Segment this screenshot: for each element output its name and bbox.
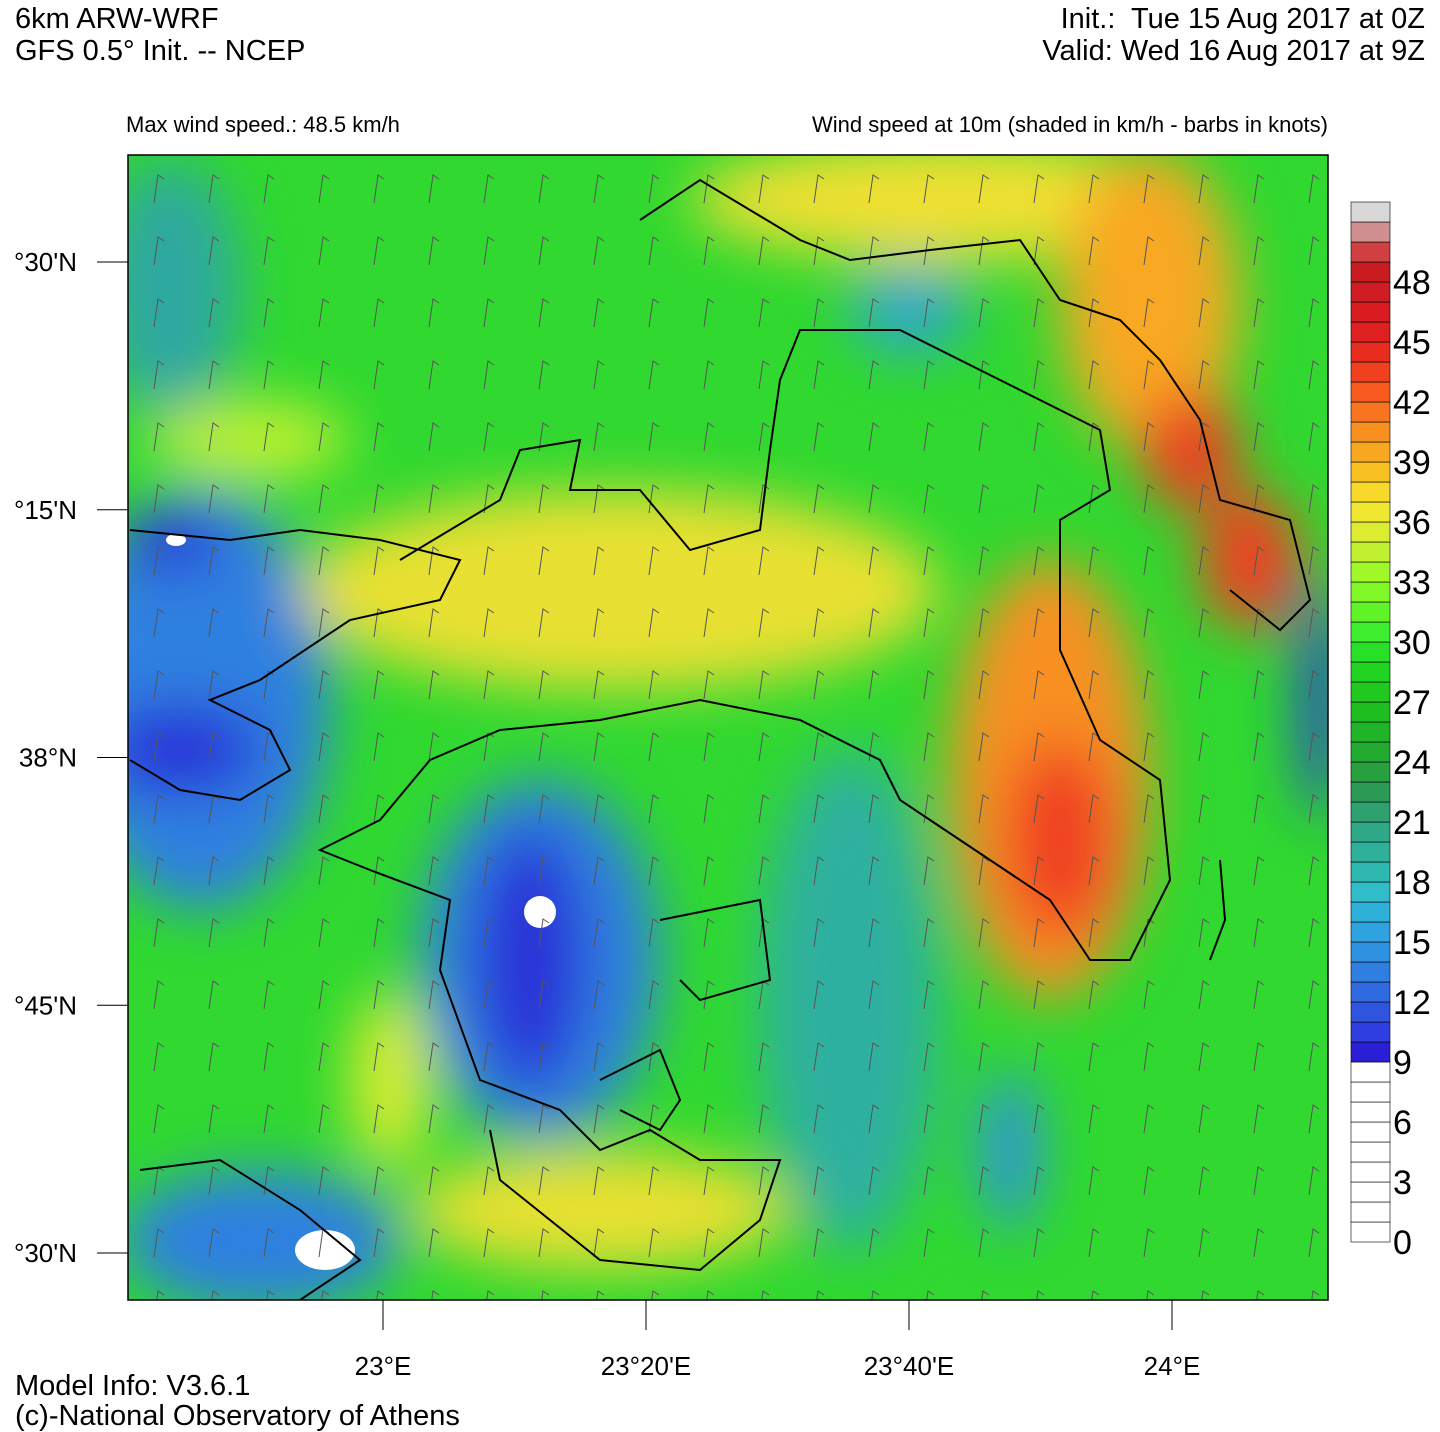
colorbar-box: [1350, 601, 1391, 623]
model-title: 6km ARW-WRF: [15, 3, 219, 35]
colorbar-box: [1350, 981, 1391, 1003]
colorbar-box: [1350, 861, 1391, 883]
colorbar-label: 42: [1393, 384, 1431, 422]
colorbar-box: [1350, 741, 1391, 763]
colorbar-box: [1350, 721, 1391, 743]
lon-label: 24°E: [1144, 1351, 1201, 1381]
colorbar-label: 30: [1393, 624, 1431, 662]
colorbar-box: [1350, 641, 1391, 663]
colorbar-box: [1350, 941, 1391, 963]
colorbar-box: [1350, 821, 1391, 843]
colorbar-box: [1350, 701, 1391, 723]
colorbar-box: [1350, 401, 1391, 423]
colorbar-box: [1350, 901, 1391, 923]
colorbar-box: [1350, 881, 1391, 903]
colorbar-box: [1350, 1121, 1391, 1143]
colorbar-box: [1350, 1161, 1391, 1183]
colorbar-label: 21: [1393, 804, 1431, 842]
colorbar-box: [1350, 1181, 1391, 1203]
colorbar-box: [1350, 661, 1391, 683]
colorbar-box: [1350, 581, 1391, 603]
model-info: Model Info: V3.6.1: [15, 1370, 250, 1402]
credit: (c)-National Observatory of Athens: [15, 1400, 460, 1432]
colorbar-box: [1350, 341, 1391, 363]
colorbar-box: [1350, 1081, 1391, 1103]
colorbar-box: [1350, 1141, 1391, 1163]
colorbar-box: [1350, 561, 1391, 583]
lon-label: 23°E: [355, 1351, 412, 1381]
colorbar-box: [1350, 761, 1391, 783]
colorbar-box: [1350, 441, 1391, 463]
colorbar-box: [1350, 1061, 1391, 1083]
colorbar-box: [1350, 1201, 1391, 1223]
colorbar-box: [1350, 541, 1391, 563]
colorbar-box: [1350, 961, 1391, 983]
description: Wind speed at 10m (shaded in km/h - barb…: [812, 112, 1328, 137]
colorbar-box: [1350, 221, 1391, 243]
init-time: Init.: Tue 15 Aug 2017 at 0Z: [1061, 3, 1425, 35]
wind-field: [128, 155, 1328, 1300]
colorbar-label: 24: [1393, 744, 1431, 782]
axes: °30'N °15'N 38°N °45'N °30'N 23°E 23°20'E 23°40…: [14, 247, 1200, 1381]
lon-label: 23°20'E: [601, 1351, 692, 1381]
colorbar-box: [1350, 781, 1391, 803]
colorbar-box: [1350, 501, 1391, 523]
colorbar-box: [1350, 1021, 1391, 1043]
lat-label: °30'N: [14, 1238, 77, 1268]
colorbar-box: [1350, 301, 1391, 323]
colorbar-label: 39: [1393, 444, 1431, 482]
colorbar-box: [1350, 421, 1391, 443]
colorbar-box: [1350, 461, 1391, 483]
valid-time: Valid: Wed 16 Aug 2017 at 9Z: [1042, 35, 1425, 67]
colorbar-label: 45: [1393, 324, 1431, 362]
colorbar-box: [1350, 281, 1391, 303]
source-title: GFS 0.5° Init. -- NCEP: [15, 35, 305, 67]
lat-label: °45'N: [14, 990, 77, 1020]
colorbar-box: [1350, 261, 1391, 283]
lat-label: °15'N: [14, 495, 77, 525]
colorbar-label: 15: [1393, 924, 1431, 962]
colorbar-box: [1350, 1001, 1391, 1023]
colorbar-box: [1350, 841, 1391, 863]
colorbar-label: 0: [1393, 1224, 1412, 1262]
colorbar-box: [1350, 521, 1391, 543]
colorbar-label: 6: [1393, 1104, 1412, 1142]
colorbar-box: [1350, 321, 1391, 343]
max-wind: Max wind speed.: 48.5 km/h: [126, 112, 400, 137]
colorbar-box: [1350, 201, 1391, 223]
colorbar-box: [1350, 1041, 1391, 1063]
lat-label: 38°N: [19, 743, 77, 773]
colorbar-box: [1350, 1101, 1391, 1123]
colorbar-box: [1350, 381, 1391, 403]
colorbar-box: [1350, 1221, 1391, 1243]
lon-label: 23°40'E: [864, 1351, 955, 1381]
colorbar-label: 12: [1393, 984, 1431, 1022]
colorbar-box: [1350, 801, 1391, 823]
colorbar-label: 3: [1393, 1164, 1412, 1202]
colorbar-box: [1350, 481, 1391, 503]
colorbar-label: 18: [1393, 864, 1431, 902]
colorbar-label: 33: [1393, 564, 1431, 602]
colorbar-box: [1350, 361, 1391, 383]
lat-label: °30'N: [14, 247, 77, 277]
colorbar-label: 48: [1393, 264, 1431, 302]
colorbar-label: 9: [1393, 1044, 1412, 1082]
colorbar-label: 36: [1393, 504, 1431, 542]
colorbar-box: [1350, 241, 1391, 263]
colorbar-label: 27: [1393, 684, 1431, 722]
colorbar-box: [1350, 681, 1391, 703]
colorbar-box: [1350, 921, 1391, 943]
colorbar-box: [1350, 621, 1391, 643]
map-frame: [127, 154, 1329, 1301]
